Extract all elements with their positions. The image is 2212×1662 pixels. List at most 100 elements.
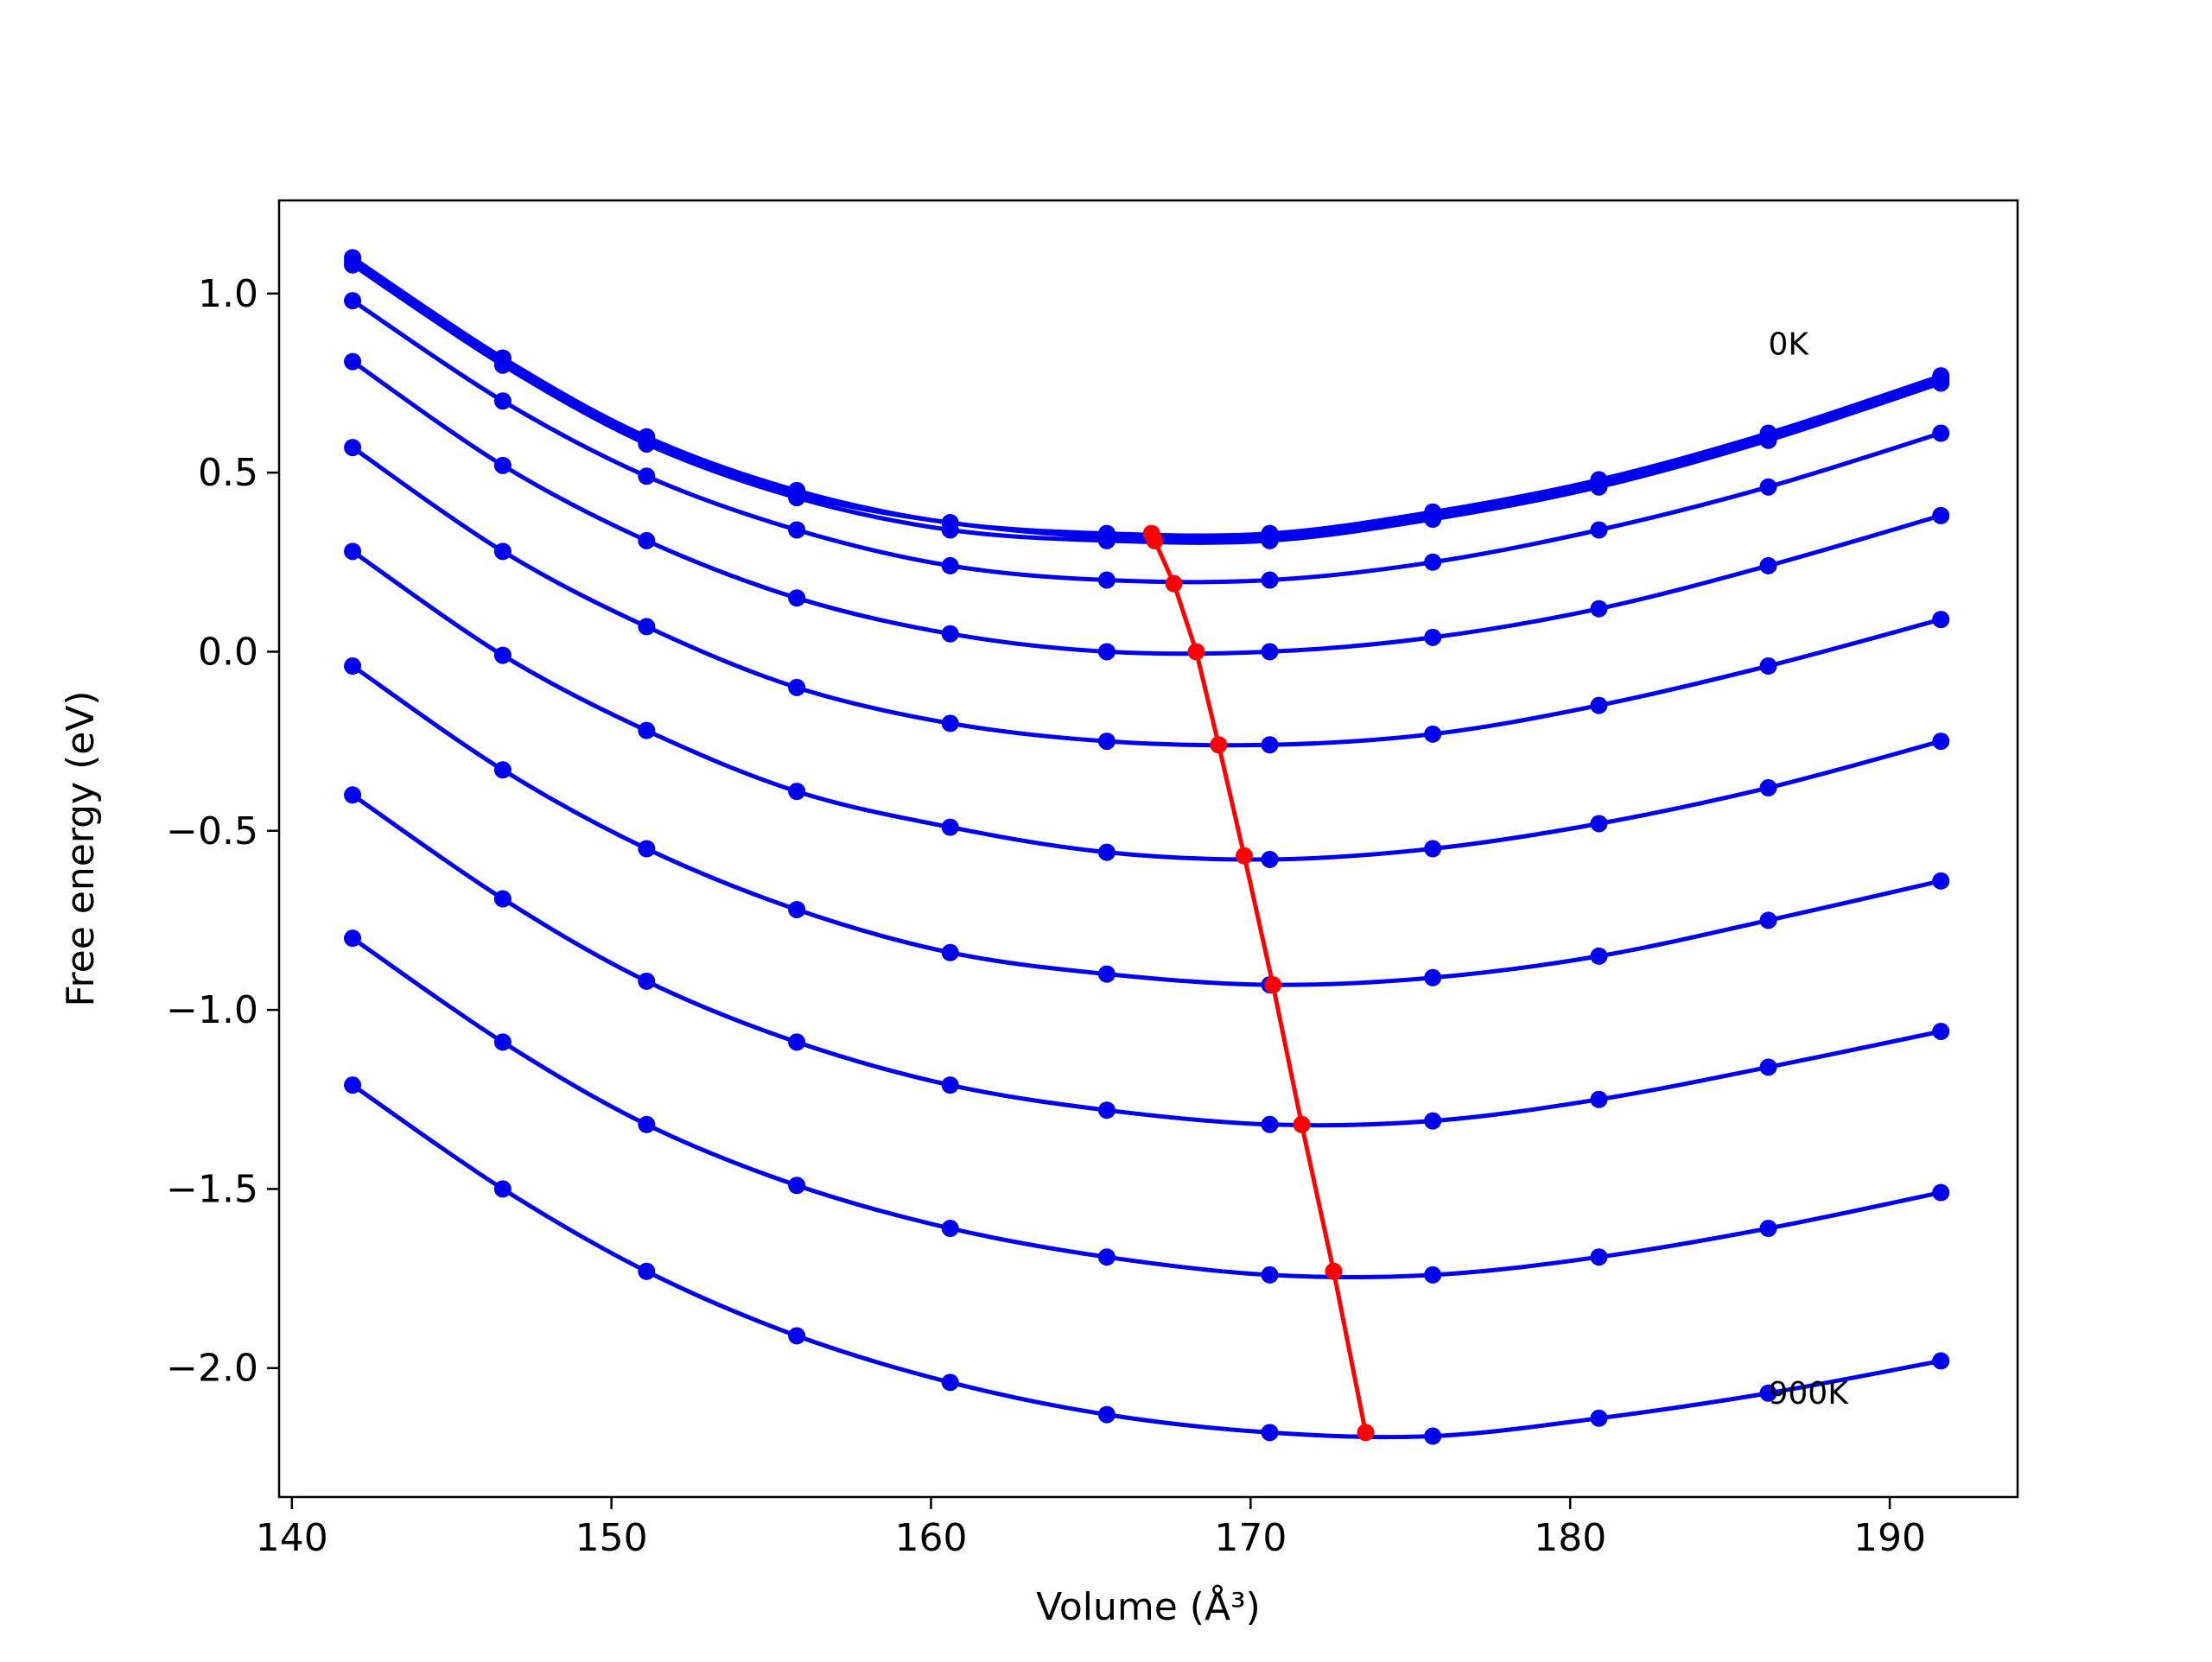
minima-point (1187, 643, 1205, 661)
series-point (344, 352, 362, 371)
series-point (1759, 911, 1777, 929)
series-7 (344, 657, 1950, 994)
series-point (788, 521, 806, 539)
series-point (1590, 1090, 1608, 1108)
series-point (344, 657, 362, 676)
series-point (493, 356, 512, 374)
x-tick-label: 140 (256, 1516, 328, 1560)
series-3 (344, 292, 1950, 589)
series-point (941, 1373, 959, 1392)
series-point (1261, 643, 1279, 661)
minima-point (1357, 1424, 1375, 1442)
y-axis-label: Free energy (eV) (59, 690, 103, 1006)
series-point (1932, 611, 1950, 629)
series-point (493, 1033, 512, 1051)
series-point (638, 721, 656, 739)
series-point (1261, 1424, 1279, 1442)
series-point (788, 589, 806, 607)
series-point (941, 714, 959, 733)
minima-line (1149, 532, 1368, 1433)
minima-point (1264, 976, 1282, 994)
minima-point (1165, 574, 1183, 593)
series-point (1261, 850, 1279, 868)
series-point (638, 618, 656, 636)
series-point (638, 972, 656, 990)
series-point (344, 929, 362, 948)
y-tick-label: 0.0 (198, 630, 258, 674)
series-point (638, 840, 656, 858)
y-tick-label: −0.5 (166, 809, 258, 853)
series-point (1590, 1248, 1608, 1266)
annotation-label: 900K (1769, 1376, 1850, 1411)
series-point (1759, 1220, 1777, 1238)
series-point (344, 439, 362, 457)
series-point (941, 1076, 959, 1094)
series-point (1097, 1101, 1116, 1120)
series-point (493, 890, 512, 908)
series-point (941, 521, 959, 539)
series-point (941, 556, 959, 574)
series-point (344, 292, 362, 310)
series-point (788, 1177, 806, 1195)
x-tick-label: 180 (1534, 1516, 1606, 1560)
series-point (1759, 657, 1777, 676)
series-point (344, 542, 362, 561)
series-point (1097, 571, 1116, 589)
annotations: 0K 900K (1769, 327, 1850, 1411)
series-point (493, 646, 512, 664)
series-6 (344, 542, 1950, 868)
series-point (1759, 1384, 1777, 1402)
series-point (493, 456, 512, 474)
series-5 (344, 439, 1950, 754)
x-axis: 140 150 160 170 180 190 (256, 1497, 1926, 1560)
series-point (1590, 478, 1608, 496)
series-9 (344, 929, 1950, 1284)
y-tick-label: −1.0 (166, 988, 258, 1032)
series-point (1759, 478, 1777, 496)
series-point (1759, 431, 1777, 449)
y-tick-label: −2.0 (166, 1347, 258, 1391)
series-point (1097, 965, 1116, 983)
series-point (638, 467, 656, 485)
series-point (788, 1033, 806, 1051)
series-point (1932, 1022, 1950, 1040)
series-point (1261, 1266, 1279, 1284)
series-point (1424, 553, 1442, 571)
series-point (493, 761, 512, 779)
x-tick-label: 150 (575, 1516, 648, 1560)
series-point (1097, 643, 1116, 661)
series-point (788, 489, 806, 507)
series-point (1932, 872, 1950, 890)
series-point (1424, 840, 1442, 858)
series-point (1424, 511, 1442, 529)
series-point (1424, 968, 1442, 986)
series-point (1590, 599, 1608, 618)
series-point (788, 783, 806, 801)
series-layer (344, 249, 1950, 1445)
series-point (788, 678, 806, 696)
series-point (941, 625, 959, 643)
series-point (1590, 815, 1608, 833)
series-point (1424, 1266, 1442, 1284)
series-point (493, 542, 512, 561)
series-point (638, 1262, 656, 1280)
series-point (1590, 521, 1608, 539)
series-point (1261, 571, 1279, 589)
series-point (1932, 1183, 1950, 1202)
series-point (493, 392, 512, 410)
minima-point (1235, 847, 1253, 865)
series-point (941, 1220, 959, 1238)
x-axis-label: Volume (Å³) (1036, 1583, 1261, 1629)
series-point (1097, 1405, 1116, 1424)
series-point (1261, 531, 1279, 549)
series-point (1424, 1112, 1442, 1130)
series-point (941, 818, 959, 836)
y-axis: 1.0 0.5 0.0 −0.5 −1.0 −1.5 −2.0 (166, 272, 279, 1391)
series-point (638, 1115, 656, 1133)
series-point (1932, 733, 1950, 751)
series-point (1590, 947, 1608, 965)
series-point (1261, 1115, 1279, 1133)
series-10 (344, 1076, 1950, 1445)
